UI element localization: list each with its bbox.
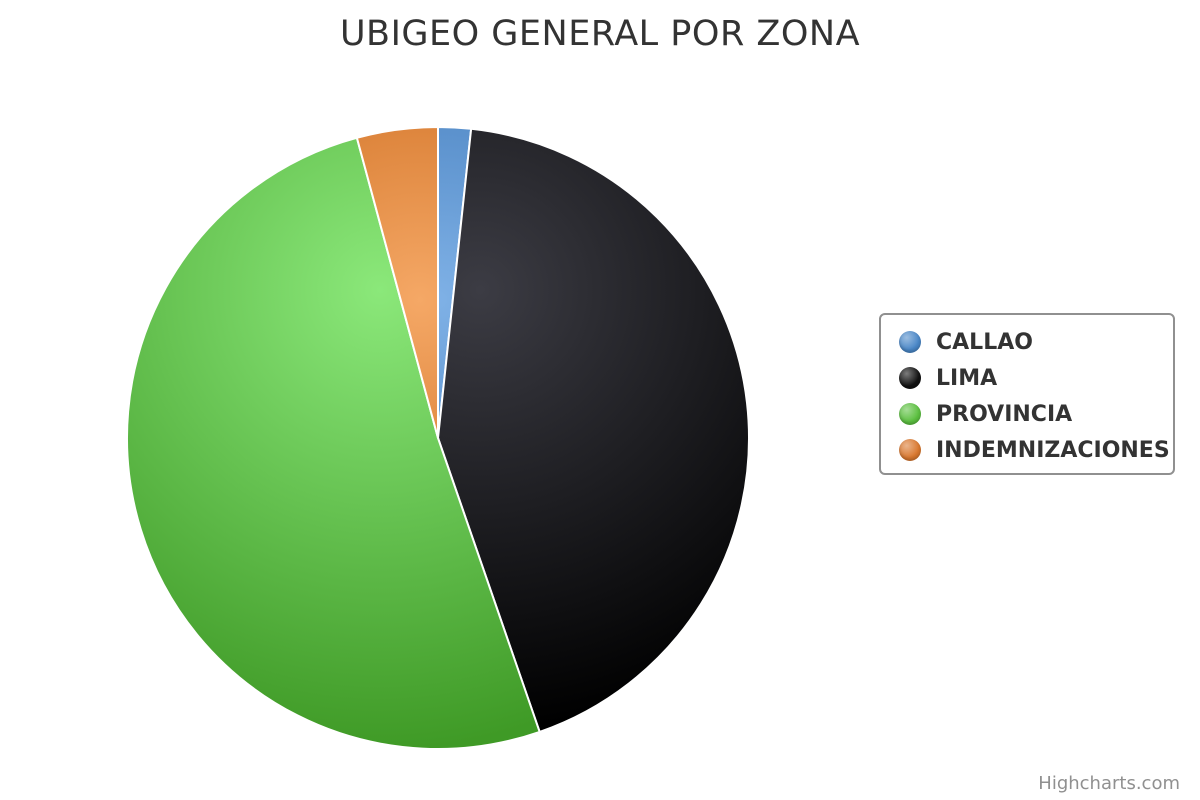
legend-label-lima: LIMA	[936, 365, 998, 391]
legend-label-indemnizaciones: INDEMNIZACIONES	[936, 437, 1170, 463]
legend-item-indemnizaciones[interactable]: INDEMNIZACIONES	[899, 435, 1170, 465]
legend-label-callao: CALLAO	[936, 329, 1033, 355]
legend-item-lima[interactable]: LIMA	[899, 363, 997, 393]
legend-label-provincia: PROVINCIA	[936, 401, 1073, 427]
pie-slice-lima[interactable]	[437, 127, 750, 733]
pie-slice-provincia[interactable]	[126, 136, 541, 750]
legend: CALLAO LIMA PROVINCIA INDEMNIZACIONES	[879, 313, 1175, 475]
pie-slice-indemnizaciones[interactable]	[355, 126, 439, 439]
legend-swatch-lima	[899, 367, 921, 389]
legend-swatch-provincia	[899, 403, 921, 425]
legend-swatch-indemnizaciones	[899, 439, 921, 461]
legend-item-callao[interactable]: CALLAO	[899, 327, 1033, 357]
chart-title: UBIGEO GENERAL POR ZONA	[339, 14, 861, 54]
credits-link[interactable]: Highcharts.com	[1038, 773, 1180, 794]
legend-item-provincia[interactable]: PROVINCIA	[899, 399, 1072, 429]
legend-swatch-callao	[899, 331, 921, 353]
